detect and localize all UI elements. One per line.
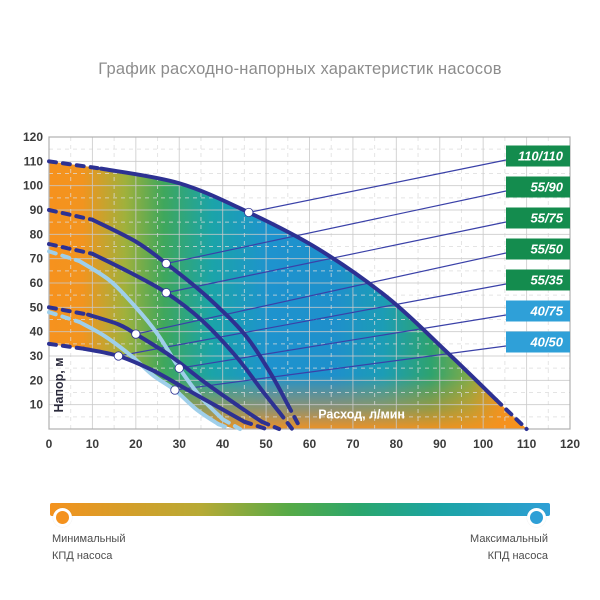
y-tick-60: 60 (30, 276, 44, 290)
x-tick-120: 120 (560, 437, 580, 451)
curve-marker-40-75 (174, 363, 184, 373)
y-tick-10: 10 (30, 398, 44, 412)
curve-marker-55-90 (161, 258, 171, 269)
curve-badge-label-55-75: 55/75 (530, 211, 563, 226)
y-tick-50: 50 (30, 300, 44, 314)
x-tick-80: 80 (390, 437, 404, 451)
x-tick-10: 10 (86, 437, 100, 451)
pump-curve-55-75 (90, 251, 282, 414)
pump-curve-110-110-dashed-head (47, 159, 104, 171)
pump-curve-110-110 (99, 166, 499, 402)
x-tick-70: 70 (346, 437, 360, 451)
badge-connector-line (118, 283, 507, 357)
chart-canvas: Напор, м Расход, л/мин 110/110 55/90 55/75 55… (23, 130, 580, 451)
curve-badge-55-35 (506, 269, 570, 291)
curve-badge-55-90 (506, 176, 570, 198)
badge-connector-line (166, 221, 507, 294)
pump-curve-55-50-dashed-tail (259, 419, 282, 431)
max-efficiency-dot (527, 508, 546, 527)
x-tick-60: 60 (303, 437, 317, 451)
curve-badge-40-75 (506, 300, 570, 322)
y-tick-80: 80 (30, 227, 44, 241)
badge-connector-line (179, 314, 507, 369)
min-efficiency-label-line2: КПД насоса (52, 550, 113, 563)
y-tick-120: 120 (23, 130, 43, 144)
max-efficiency-label-line2: КПД насоса (487, 550, 548, 563)
x-tick-0: 0 (46, 437, 53, 451)
y-tick-30: 30 (30, 349, 44, 363)
efficiency-gradient-bar (50, 503, 550, 516)
max-efficiency-label: Максимальный КПД насоса (470, 531, 548, 565)
y-tick-70: 70 (30, 252, 44, 266)
x-tick-30: 30 (173, 437, 187, 451)
curve-badge-label-55-90: 55/90 (530, 180, 563, 195)
curve-badge-label-40-75: 40/75 (529, 304, 563, 319)
pump-curves-chart: Напор, м Расход, л/мин 110/110 55/90 55/75 55… (0, 118, 600, 463)
efficiency-region (49, 161, 527, 430)
curve-badge-label-110-110: 110/110 (518, 149, 564, 164)
curve-marker-40-50 (170, 385, 180, 395)
pump-curve-55-90 (90, 217, 290, 407)
pump-curve-55-75-dashed-tail (277, 409, 295, 431)
curve-badge-label-40-50: 40/50 (529, 335, 563, 350)
y-tick-90: 90 (30, 203, 44, 217)
min-efficiency-label: Минимальный КПД насоса (52, 531, 125, 565)
curve-badge-110-110 (506, 145, 570, 167)
pump-curve-40-50-dashed-tail (216, 422, 234, 431)
curve-marker-110-110 (244, 207, 254, 218)
curve-marker-55-75 (161, 288, 171, 298)
curve-marker-55-35 (113, 351, 124, 361)
pump-curve-40-75-dashed-head (47, 249, 82, 264)
pump-curve-40-50-dashed-head (47, 310, 82, 324)
pump-curve-110-110-dashed-tail (494, 397, 529, 431)
curve-badge-55-50 (506, 238, 570, 260)
badge-connector-line (166, 190, 507, 265)
x-tick-110: 110 (517, 437, 537, 451)
pump-curve-55-35-dashed-tail (242, 419, 269, 431)
pump-curve-55-90-dashed-head (47, 208, 95, 222)
pump-curve-55-90-dashed-tail (285, 402, 303, 431)
curve-badge-label-55-35: 55/35 (530, 273, 563, 288)
curve-marker-55-50 (131, 329, 141, 339)
x-tick-40: 40 (216, 437, 230, 451)
page-title: График расходно-напорных характеристик н… (98, 60, 502, 78)
curve-badge-label-55-50: 55/50 (530, 242, 563, 257)
x-tick-20: 20 (129, 437, 143, 451)
y-tick-40: 40 (30, 325, 44, 339)
badge-connector-line (135, 252, 507, 335)
curve-badge-55-75 (506, 207, 570, 229)
y-tick-110: 110 (24, 154, 44, 168)
pump-curve-40-75-dashed-tail (220, 417, 243, 431)
y-axis-label: Напор, м (52, 358, 66, 413)
x-tick-100: 100 (473, 437, 493, 451)
pump-curve-55-75-dashed-head (47, 242, 95, 256)
x-tick-50: 50 (259, 437, 273, 451)
min-efficiency-dot (53, 508, 72, 527)
max-efficiency-label-line1: Максимальный (470, 533, 548, 545)
pump-curve-55-50 (86, 312, 264, 424)
x-axis-label: Расход, л/мин (318, 407, 405, 421)
pump-curve-55-35-dashed-head (47, 341, 86, 351)
pump-curve-40-50 (77, 319, 221, 427)
badge-connector-line (248, 159, 507, 214)
y-tick-100: 100 (23, 179, 43, 193)
min-efficiency-label-line1: Минимальный (52, 533, 126, 545)
pump-curve-55-50-dashed-head (47, 305, 91, 317)
y-tick-20: 20 (30, 373, 44, 387)
x-tick-90: 90 (433, 437, 447, 451)
curve-badge-40-50 (506, 331, 570, 353)
